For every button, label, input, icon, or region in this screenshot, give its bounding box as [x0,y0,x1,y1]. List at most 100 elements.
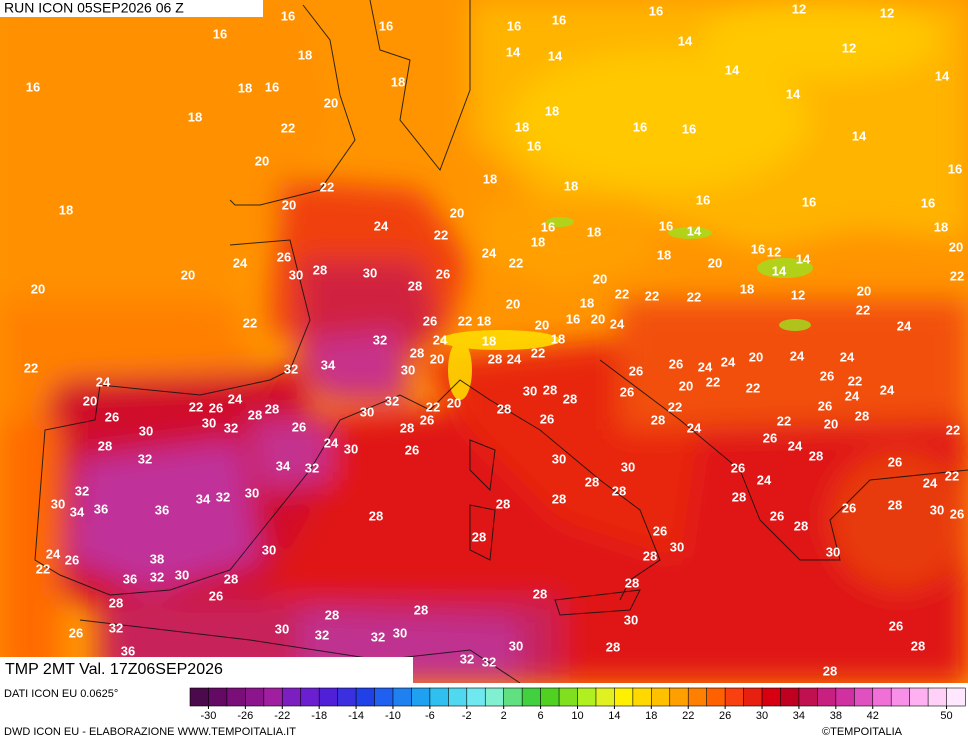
color-cell [595,687,616,707]
temperature-label: 28 [606,639,620,654]
temperature-label: 20 [83,393,97,408]
colorbar-tick-label: 6 [538,710,544,722]
temperature-label: 30 [344,441,358,456]
temperature-label: 18 [482,333,496,348]
temperature-label: 16 [948,161,962,176]
temperature-label: 14 [772,263,787,278]
temperature-label: 14 [687,223,702,238]
color-cell [281,687,302,707]
temperature-label: 24 [374,218,389,233]
color-cell [263,687,283,707]
temperature-label: 26 [770,508,784,523]
temperature-label: 22 [509,255,523,270]
temperature-label: 18 [483,171,497,186]
temperature-label: 26 [629,363,643,378]
colorbar-tick-label: 26 [719,710,731,722]
temperature-label: 20 [535,317,549,332]
temperature-label: 28 [496,496,510,511]
color-cell [614,687,634,707]
temperature-label: 16 [379,18,393,33]
temperature-label: 28 [410,345,424,360]
temperature-label: 22 [24,360,38,375]
color-cell [632,687,652,707]
color-cell [558,687,579,707]
temperature-label: 26 [620,384,634,399]
temperature-label: 20 [591,311,605,326]
temperature-label: 24 [610,316,625,331]
temperature-label: 28 [369,508,383,523]
temperature-label: 24 [923,475,938,490]
temperature-label: 26 [653,523,667,538]
temperature-label: 14 [725,62,740,77]
temperature-label: 30 [275,621,289,636]
temperature-label: 28 [224,571,238,586]
temperature-label: 34 [196,491,211,506]
temperature-label: 12 [842,40,856,55]
temperature-label: 26 [540,411,554,426]
colorbar-tick-label: 2 [501,710,507,722]
temperature-label: 24 [845,388,860,403]
temperature-label: 24 [324,435,339,450]
temperature-label: 28 [325,607,339,622]
colorbar-tick-label: -10 [385,710,401,722]
temperature-label: 18 [551,331,565,346]
temperature-label: 22 [531,345,545,360]
temperature-label: 18 [580,295,594,310]
color-cell [890,687,911,707]
color-cell [466,687,486,707]
temperature-label: 20 [447,395,461,410]
temperature-label: 20 [255,153,269,168]
temperature-label: 28 [563,391,577,406]
temperature-label: 28 [488,351,502,366]
color-cell [208,687,228,707]
temperature-label: 22 [645,288,659,303]
temperature-label: 30 [51,496,65,511]
temperature-label: 22 [706,374,720,389]
temperature-label: 28 [643,548,657,563]
temperature-label: 14 [935,68,950,83]
temperature-label: 28 [533,586,547,601]
colorbar-tick-label: -6 [425,710,435,722]
color-cell [724,687,745,707]
temperature-label: 22 [426,399,440,414]
temperature-label: 26 [405,442,419,457]
temperature-label: 16 [633,119,647,134]
temperature-label: 32 [138,451,152,466]
temperature-label: 22 [189,399,203,414]
credit-label: DWD ICON EU - ELABORAZIONE WWW.TEMPOITAL… [4,726,296,738]
temperature-label: 26 [209,588,223,603]
color-cell [503,687,523,707]
temperature-label: 16 [507,18,521,33]
temperature-label: 20 [430,351,444,366]
temperature-label: 28 [98,438,112,453]
temperature-label: 16 [696,192,710,207]
temperature-label: 16 [921,195,935,210]
header-box [0,0,263,17]
temperature-label: 16 [659,218,673,233]
color-cell [872,687,892,707]
temperature-label: 30 [509,638,523,653]
colorbar-tick-label: 34 [793,710,805,722]
temperature-field [0,0,968,684]
colorbar-tick-label: -14 [348,710,364,722]
color-cell [355,687,376,707]
colorbar-tick-label: 30 [756,710,768,722]
temperature-label: 16 [26,79,40,94]
temperature-label: 30 [289,267,303,282]
temperature-label: 32 [385,393,399,408]
copyright-label: ©TEMPOITALIA [822,726,903,738]
temperature-label: 20 [824,416,838,431]
temperature-label: 30 [363,265,377,280]
temperature-label: 30 [360,404,374,419]
temperature-label: 14 [678,33,693,48]
temperature-label: 28 [823,663,837,678]
color-cell [392,687,413,707]
temperature-label: 18 [477,313,491,328]
colorbar-tick-label: 22 [682,710,694,722]
color-cell [226,687,246,707]
temperature-label: 30 [523,383,537,398]
colorbar-tick-label: -26 [237,710,253,722]
temperature-label: 22 [615,286,629,301]
temperature-label: 28 [732,489,746,504]
temperature-label: 34 [321,357,336,372]
